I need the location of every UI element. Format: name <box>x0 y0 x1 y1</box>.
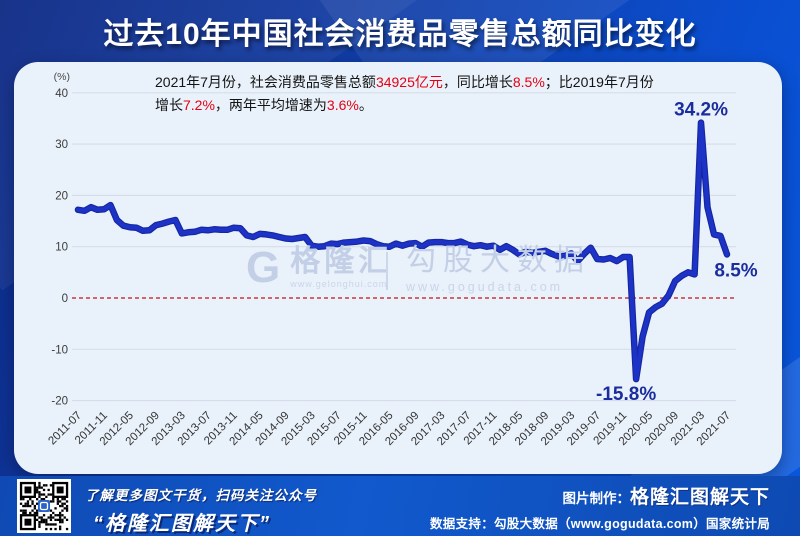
gogudata-name: 勾股大数据 <box>406 244 591 277</box>
data-point-label: 34.2% <box>674 100 728 121</box>
brand-caption: “格隆汇图解天下” <box>93 513 271 535</box>
annotation: 2021年7月份，社会消费品零售总额34925亿元，同比增长8.5%；比2019… <box>155 71 654 117</box>
annotation-text: ，同比增长 <box>442 74 513 90</box>
y-tick-label: 30 <box>55 139 68 151</box>
credit-value: 格隆汇图解天下 <box>629 487 770 508</box>
y-tick-label: 10 <box>55 242 68 254</box>
x-tick-labels: 2011-072011-112012-052012-092013-032013-… <box>46 410 733 448</box>
credit-label: 图片制作： <box>562 491 630 506</box>
chart-area: 40 30 20 10 0 -10 -20 (%) 2011-07 2011-11 2012-05 2… <box>14 62 782 474</box>
annotation-text: 。 <box>358 97 373 113</box>
gelonghui-url: www.gelonghui.com <box>290 279 388 289</box>
gogudata-url: www.gogudata.com <box>406 280 564 294</box>
page-title: 过去10年中国社会消费品零售总额同比变化 <box>103 18 697 51</box>
retail-yoy-line-chart-svg: 40 30 20 10 0 -10 -20 (%) 2011-072011-112012-052… <box>46 71 757 448</box>
annotation-text: 2021年7月份，社会消费品零售总额 <box>155 74 376 90</box>
annotation-highlight: 34925亿元 <box>375 74 443 90</box>
qr-code <box>17 479 71 533</box>
watermark-gogudata: 勾股大数据 www.gogudata.com <box>406 244 591 294</box>
y-axis-unit-label: (%) <box>54 71 70 83</box>
y-tick-label: -10 <box>51 344 68 356</box>
series-line <box>75 120 730 382</box>
credit-line: 图片制作： 格隆汇图解天下 <box>430 482 770 509</box>
annotation-line-2: 增长7.2%，两年平均增速为3.6%。 <box>155 94 654 117</box>
chart-card: 2021年7月份，社会消费品零售总额34925亿元，同比增长8.5%；比2019… <box>14 62 782 474</box>
annotation-text: 增长 <box>155 97 183 113</box>
footer-right: 图片制作： 格隆汇图解天下 数据支持：勾股大数据（www.gogudata.co… <box>430 482 770 532</box>
watermark-gelonghui: G 格隆汇 www.gelonghui.com <box>246 246 392 290</box>
annotation-highlight: 3.6% <box>326 97 359 113</box>
gelonghui-logo-icon: G <box>246 243 281 292</box>
title-bar: 过去10年中国社会消费品零售总额同比变化 <box>0 0 800 62</box>
y-tick-label: 40 <box>55 88 68 100</box>
qr-code-image <box>17 479 71 533</box>
data-point-label: 8.5% <box>714 260 757 281</box>
qr-caption: 了解更多图文干货，扫码关注公众号 <box>85 488 317 503</box>
watermark-divider <box>386 252 388 290</box>
y-tick-label: -20 <box>51 396 68 408</box>
series-line-edge <box>74 119 731 383</box>
y-tick-label: 0 <box>62 293 68 305</box>
annotation-highlight: 7.2% <box>183 97 215 113</box>
data-support-line: 数据支持：勾股大数据（www.gogudata.com）国家统计局 <box>430 517 770 531</box>
gelonghui-name: 格隆汇 <box>290 245 393 278</box>
annotation-text: ；比2019年7月份 <box>544 74 654 90</box>
annotation-line-1: 2021年7月份，社会消费品零售总额34925亿元，同比增长8.5%；比2019… <box>155 71 654 94</box>
footer-bar: 了解更多图文干货，扫码关注公众号 “格隆汇图解天下” 图片制作： 格隆汇图解天下… <box>0 476 800 536</box>
y-tick-label: 20 <box>55 190 68 202</box>
data-point-label: -15.8% <box>596 384 656 405</box>
annotation-highlight: 8.5% <box>512 74 545 90</box>
annotation-text: ，两年平均增速为 <box>214 97 327 113</box>
footer-left: 了解更多图文干货，扫码关注公众号 “格隆汇图解天下” <box>85 484 317 536</box>
